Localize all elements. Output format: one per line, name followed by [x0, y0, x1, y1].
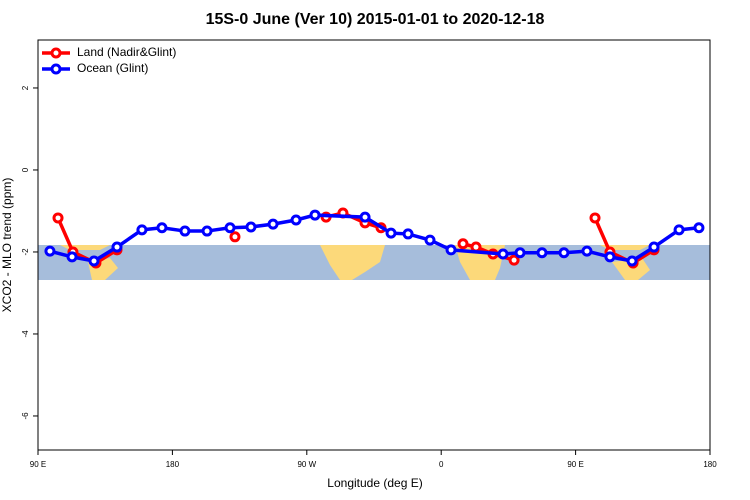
y-axis-label: XCO2 - MLO trend (ppm): [0, 178, 14, 313]
point: [267, 218, 279, 230]
point: [626, 255, 638, 267]
plot-frame: [37, 39, 711, 451]
point: [385, 227, 397, 239]
y-tick-label: -2: [21, 248, 30, 256]
legend-marker: [50, 47, 62, 59]
point: [445, 244, 457, 256]
point: [508, 254, 520, 266]
point: [457, 238, 469, 250]
point: [136, 224, 148, 236]
y-tick-label: -4: [21, 330, 30, 338]
point: [359, 211, 371, 223]
point: [201, 225, 213, 237]
point: [558, 247, 570, 259]
point: [589, 212, 601, 224]
point: [179, 225, 191, 237]
x-tick-label: 90 W: [297, 460, 316, 469]
x-tick-label: 90 E: [30, 460, 46, 469]
point: [229, 231, 241, 243]
point: [693, 222, 705, 234]
legend-label: Land (Nadir&Glint): [77, 45, 176, 59]
point: [88, 255, 100, 267]
point: [514, 247, 526, 259]
legend-label: Ocean (Glint): [77, 61, 148, 75]
point: [52, 212, 64, 224]
legend-marker: [50, 63, 62, 75]
point: [156, 222, 168, 234]
chart-title: 15S-0 June (Ver 10) 2015-01-01 to 2020-1…: [206, 11, 545, 28]
x-axis-label: Longitude (deg E): [327, 476, 422, 490]
y-tick-label: 0: [21, 167, 30, 172]
point: [290, 214, 302, 226]
y-tick-label: 2: [21, 85, 30, 90]
point: [66, 251, 78, 263]
point: [245, 221, 257, 233]
point: [604, 251, 616, 263]
x-tick-label: 0: [439, 460, 444, 469]
point: [111, 241, 123, 253]
point: [402, 228, 414, 240]
point: [44, 245, 56, 257]
point: [470, 241, 482, 253]
point: [424, 234, 436, 246]
point: [581, 245, 593, 257]
x-tick-label: 180: [703, 460, 717, 469]
series-line: [49, 213, 700, 263]
point: [648, 241, 660, 253]
x-tick-label: 180: [166, 460, 180, 469]
point: [673, 224, 685, 236]
y-tick-label: -6: [21, 412, 30, 420]
point: [309, 209, 321, 221]
point: [497, 248, 509, 260]
point: [224, 222, 236, 234]
point: [536, 247, 548, 259]
x-tick-label: 90 E: [567, 460, 583, 469]
